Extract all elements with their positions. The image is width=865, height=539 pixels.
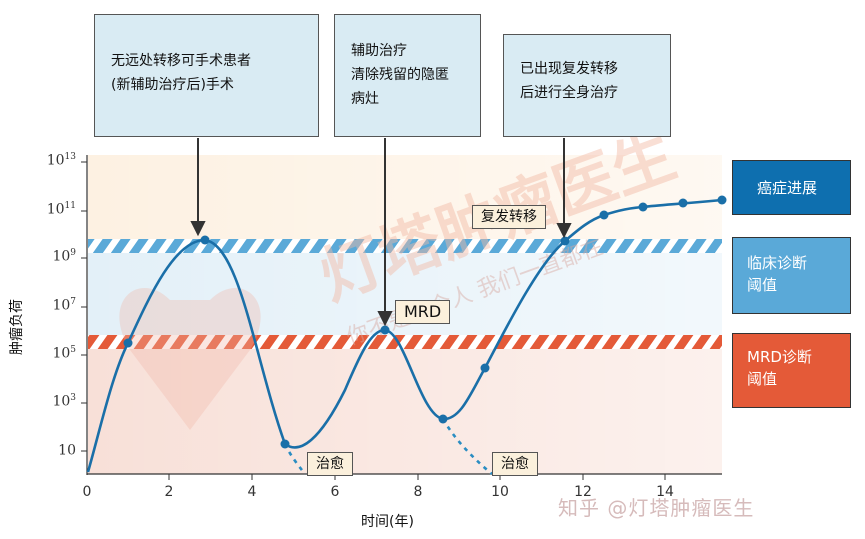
legend-progression: 癌症进展 bbox=[732, 160, 851, 215]
footer-watermark: 知乎 @灯塔肿瘤医生 bbox=[558, 496, 755, 520]
callout-systemic-line-2: 后进行全身治疗 bbox=[520, 85, 618, 101]
cure-path-2 bbox=[441, 418, 493, 476]
x-axis-title: 时间(年) bbox=[361, 514, 414, 530]
callout-systemic-line-1: 已出现复发转移 bbox=[520, 61, 618, 77]
legend-clinical-label-1: 临床诊断 bbox=[747, 254, 808, 272]
tag-cure-2: 治愈 bbox=[492, 452, 538, 476]
ytick-1e11: 1011 bbox=[46, 201, 76, 218]
callout-adjuvant-line-2: 清除残留的隐匿 bbox=[351, 67, 449, 83]
legend-clinical-label-2: 阈值 bbox=[747, 276, 778, 294]
xtick-10: 10 bbox=[491, 484, 509, 500]
callout-surgery-line-1: 无远处转移可手术患者 bbox=[111, 53, 251, 69]
legend-mrd-label-1: MRD诊断 bbox=[747, 348, 812, 366]
mrd-threshold-band bbox=[88, 335, 722, 349]
callout-systemic: 已出现复发转移 后进行全身治疗 bbox=[503, 34, 671, 137]
callout-adjuvant-line-1: 辅助治疗 bbox=[351, 43, 407, 59]
y-axis-title: 肿瘤负荷 bbox=[9, 299, 25, 355]
xtick-12: 12 bbox=[574, 484, 592, 500]
ytick-1e7: 107 bbox=[52, 297, 76, 314]
legend-mrd-threshold: MRD诊断 阈值 bbox=[732, 333, 851, 408]
ytick-10: 10 bbox=[58, 442, 76, 459]
curve-points bbox=[123, 195, 727, 449]
callout-adjuvant: 辅助治疗 清除残留的隐匿 病灶 bbox=[334, 14, 481, 137]
callout-surgery: 无远处转移可手术患者 (新辅助治疗后)手术 bbox=[94, 14, 319, 137]
xtick-2: 2 bbox=[164, 484, 174, 500]
legend-clinical-threshold: 临床诊断 阈值 bbox=[732, 237, 851, 314]
ytick-1e3: 103 bbox=[52, 393, 76, 410]
xtick-14: 14 bbox=[656, 484, 674, 500]
ytick-1e13: 1013 bbox=[46, 152, 76, 169]
xtick-0: 0 bbox=[82, 484, 92, 500]
xtick-8: 8 bbox=[413, 484, 423, 500]
legend-mrd-label-2: 阈值 bbox=[747, 370, 778, 388]
callout-surgery-line-2: (新辅助治疗后)手术 bbox=[111, 77, 234, 93]
watermark-logo bbox=[119, 288, 261, 430]
legend-progression-label: 癌症进展 bbox=[757, 179, 818, 197]
xtick-6: 6 bbox=[330, 484, 340, 500]
xtick-4: 4 bbox=[247, 484, 257, 500]
tag-recurrence: 复发转移 bbox=[472, 205, 546, 229]
ytick-1e5: 105 bbox=[52, 345, 76, 362]
callout-adjuvant-line-3: 病灶 bbox=[351, 91, 379, 107]
ytick-1e9: 109 bbox=[52, 248, 76, 265]
tag-cure-1: 治愈 bbox=[307, 452, 353, 476]
tag-mrd: MRD bbox=[395, 300, 451, 324]
